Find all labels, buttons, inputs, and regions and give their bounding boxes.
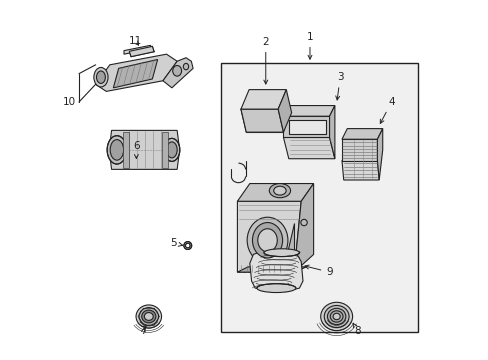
Ellipse shape	[96, 71, 105, 84]
Polygon shape	[283, 116, 329, 138]
Ellipse shape	[185, 243, 190, 248]
Polygon shape	[249, 249, 303, 292]
Ellipse shape	[183, 63, 188, 70]
Text: 8: 8	[352, 323, 361, 336]
Bar	[221, 63, 417, 332]
Bar	[162, 132, 167, 168]
Ellipse shape	[136, 305, 161, 328]
Ellipse shape	[324, 306, 348, 328]
Ellipse shape	[166, 142, 177, 158]
Ellipse shape	[94, 67, 108, 87]
Ellipse shape	[257, 229, 277, 252]
Polygon shape	[237, 184, 313, 201]
Polygon shape	[278, 90, 291, 132]
Ellipse shape	[320, 302, 352, 330]
Ellipse shape	[144, 312, 153, 320]
Polygon shape	[241, 109, 283, 132]
Polygon shape	[129, 46, 154, 57]
Polygon shape	[237, 201, 301, 272]
Ellipse shape	[332, 313, 340, 320]
Ellipse shape	[269, 184, 290, 198]
Polygon shape	[163, 58, 193, 88]
Ellipse shape	[172, 66, 181, 76]
Text: 7: 7	[140, 327, 146, 336]
Polygon shape	[341, 129, 382, 139]
Text: 9: 9	[305, 265, 332, 277]
Polygon shape	[110, 130, 179, 169]
Polygon shape	[113, 59, 157, 88]
Ellipse shape	[142, 310, 156, 323]
Ellipse shape	[256, 284, 295, 293]
Ellipse shape	[327, 308, 345, 325]
Polygon shape	[124, 45, 150, 54]
Ellipse shape	[163, 138, 180, 161]
Text: 3: 3	[335, 72, 343, 100]
Ellipse shape	[329, 311, 343, 322]
Polygon shape	[293, 184, 313, 272]
Text: 5: 5	[170, 238, 183, 248]
Polygon shape	[377, 129, 382, 180]
Ellipse shape	[246, 217, 287, 263]
Ellipse shape	[183, 242, 191, 249]
Polygon shape	[341, 139, 377, 161]
Text: 4: 4	[380, 97, 394, 123]
Text: 6: 6	[133, 141, 140, 158]
Polygon shape	[329, 105, 334, 159]
Polygon shape	[241, 90, 286, 109]
Text: 2: 2	[262, 37, 268, 84]
Polygon shape	[341, 161, 378, 180]
Ellipse shape	[273, 186, 285, 195]
Ellipse shape	[139, 307, 158, 325]
Ellipse shape	[252, 222, 282, 258]
Ellipse shape	[264, 249, 299, 257]
Bar	[122, 132, 128, 168]
Polygon shape	[283, 138, 334, 159]
Polygon shape	[237, 267, 306, 272]
Text: 1: 1	[306, 32, 313, 59]
Ellipse shape	[110, 140, 123, 160]
Ellipse shape	[107, 136, 126, 164]
Polygon shape	[283, 222, 293, 270]
Polygon shape	[288, 121, 325, 134]
Text: 11: 11	[128, 36, 142, 46]
Polygon shape	[96, 54, 177, 91]
Text: 10: 10	[63, 97, 76, 107]
Ellipse shape	[300, 219, 306, 226]
Polygon shape	[283, 105, 334, 116]
